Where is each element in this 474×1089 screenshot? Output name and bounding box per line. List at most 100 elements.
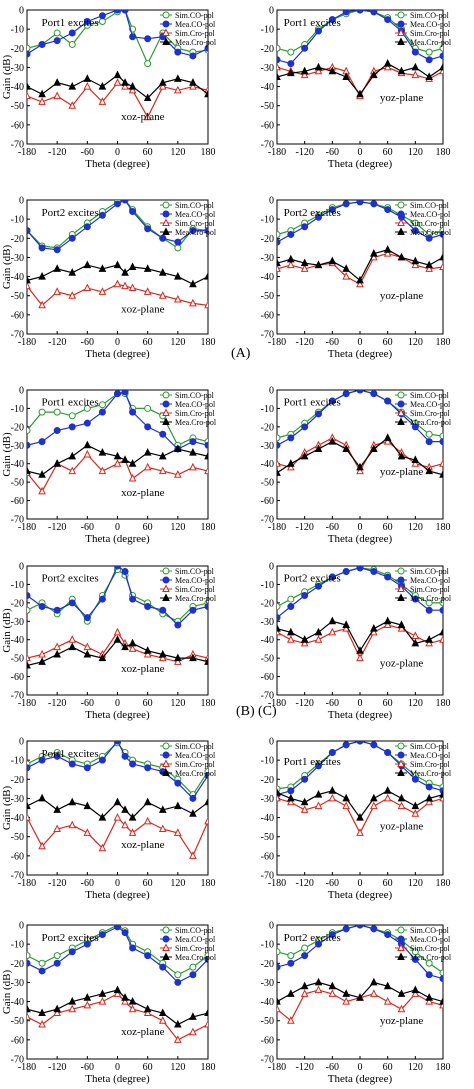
plot-area xyxy=(277,741,443,836)
legend-entry: Mea.CO-pol xyxy=(410,935,451,944)
data-point xyxy=(189,227,197,235)
x-tick-label: 180 xyxy=(436,698,451,709)
data-point xyxy=(53,287,61,295)
chart-panel-c-4: 0 -10 -20 -30 -40 -50 -60 -70-180 -120 -60 0 60 120 1… xyxy=(261,921,452,1086)
x-tick-label: -120 xyxy=(295,522,313,533)
data-point xyxy=(27,959,31,967)
x-tick-label: 60 xyxy=(383,337,393,348)
data-point xyxy=(383,245,392,253)
x-tick-label: 120 xyxy=(408,698,423,709)
plot-area xyxy=(277,200,443,288)
data-point xyxy=(129,944,137,952)
y-tick-label: -60 xyxy=(11,496,24,507)
data-point xyxy=(342,200,350,208)
data-point xyxy=(38,603,46,611)
plot-area xyxy=(277,10,443,100)
y-tick-label: -50 xyxy=(11,478,24,489)
data-point xyxy=(174,294,182,303)
data-point xyxy=(27,81,31,90)
plot-area xyxy=(277,925,443,1024)
y-tick-label: -60 xyxy=(11,310,24,321)
y-tick-label: -40 xyxy=(11,813,24,824)
y-tick-label: -10 xyxy=(261,580,274,591)
chart-panel-b-3: 0 -10 -20 -30 -40 -50 -60 -70-180 -120 -60 0 60 120 1… xyxy=(1,562,217,722)
x-tick-label: -60 xyxy=(326,522,339,533)
data-point xyxy=(204,603,208,611)
data-point xyxy=(143,797,152,806)
data-point xyxy=(174,74,182,82)
x-tick-label: -180 xyxy=(268,337,286,348)
data-point xyxy=(356,828,364,836)
data-point xyxy=(370,248,378,257)
y-tick-label: -10 xyxy=(261,404,274,415)
data-point xyxy=(114,566,121,570)
data-point xyxy=(174,244,182,252)
data-point xyxy=(113,985,122,994)
x-tick-label: -180 xyxy=(268,522,286,533)
data-point xyxy=(277,434,281,442)
data-point xyxy=(83,642,92,651)
data-point xyxy=(425,971,433,979)
legend-marker xyxy=(162,768,170,776)
legend-entry: Mea.CO-pol xyxy=(410,210,451,219)
legend-marker xyxy=(397,20,405,28)
x-tick-label: 0 xyxy=(358,522,363,533)
y-tick-label: -60 xyxy=(261,672,274,683)
data-point xyxy=(128,828,137,836)
x-axis-label: Theta (degree) xyxy=(328,533,393,545)
x-tick-label: -60 xyxy=(81,698,94,709)
x-tick-label: -60 xyxy=(81,337,94,348)
data-point xyxy=(383,616,392,625)
data-point xyxy=(314,444,323,452)
data-point xyxy=(314,977,323,986)
data-point xyxy=(328,256,337,265)
data-point xyxy=(342,996,350,1005)
data-point xyxy=(189,78,197,86)
x-tick-label: -180 xyxy=(18,337,36,348)
data-point xyxy=(411,989,420,997)
y-tick-label: -50 xyxy=(261,832,274,843)
legend-marker xyxy=(162,227,170,235)
data-point xyxy=(277,468,281,476)
plane-label: xoz-plane xyxy=(121,1026,164,1038)
data-point xyxy=(158,268,167,276)
data-point xyxy=(370,801,378,810)
data-point xyxy=(342,264,350,272)
data-point xyxy=(411,775,419,783)
data-point xyxy=(53,264,61,272)
data-point xyxy=(383,620,392,628)
data-point xyxy=(383,62,392,71)
data-point xyxy=(411,948,419,956)
data-point xyxy=(98,989,107,997)
y-tick-label: -10 xyxy=(11,215,24,226)
legend-entry: Sim.Cro-pol xyxy=(410,29,451,38)
data-point xyxy=(143,93,152,102)
data-point xyxy=(143,816,152,825)
data-point xyxy=(439,432,443,440)
plot-area xyxy=(27,390,208,495)
legend-entry: Mea.CO-pol xyxy=(175,576,216,585)
data-point xyxy=(68,642,77,651)
data-point xyxy=(159,234,167,242)
data-point xyxy=(204,1019,208,1028)
plot-area xyxy=(27,10,208,121)
data-point xyxy=(342,444,350,452)
data-point xyxy=(439,599,443,607)
data-point xyxy=(189,1012,197,1020)
data-point xyxy=(121,993,129,1001)
legend-entry: Sim.CO-pol xyxy=(175,926,215,935)
data-point xyxy=(397,66,406,75)
y-tick-label: -40 xyxy=(261,997,274,1008)
y-axis-label: Gain (dB) xyxy=(1,432,13,477)
data-point xyxy=(439,635,443,643)
data-point xyxy=(356,566,364,572)
data-point xyxy=(144,423,152,431)
data-point xyxy=(277,788,281,796)
data-point xyxy=(83,74,92,82)
data-point xyxy=(383,981,392,990)
data-point xyxy=(38,1019,46,1028)
legend-marker xyxy=(162,935,170,943)
x-tick-label: -180 xyxy=(18,698,36,709)
data-point xyxy=(287,60,295,68)
legend-entry: Mea.Cro-pol xyxy=(410,594,452,603)
